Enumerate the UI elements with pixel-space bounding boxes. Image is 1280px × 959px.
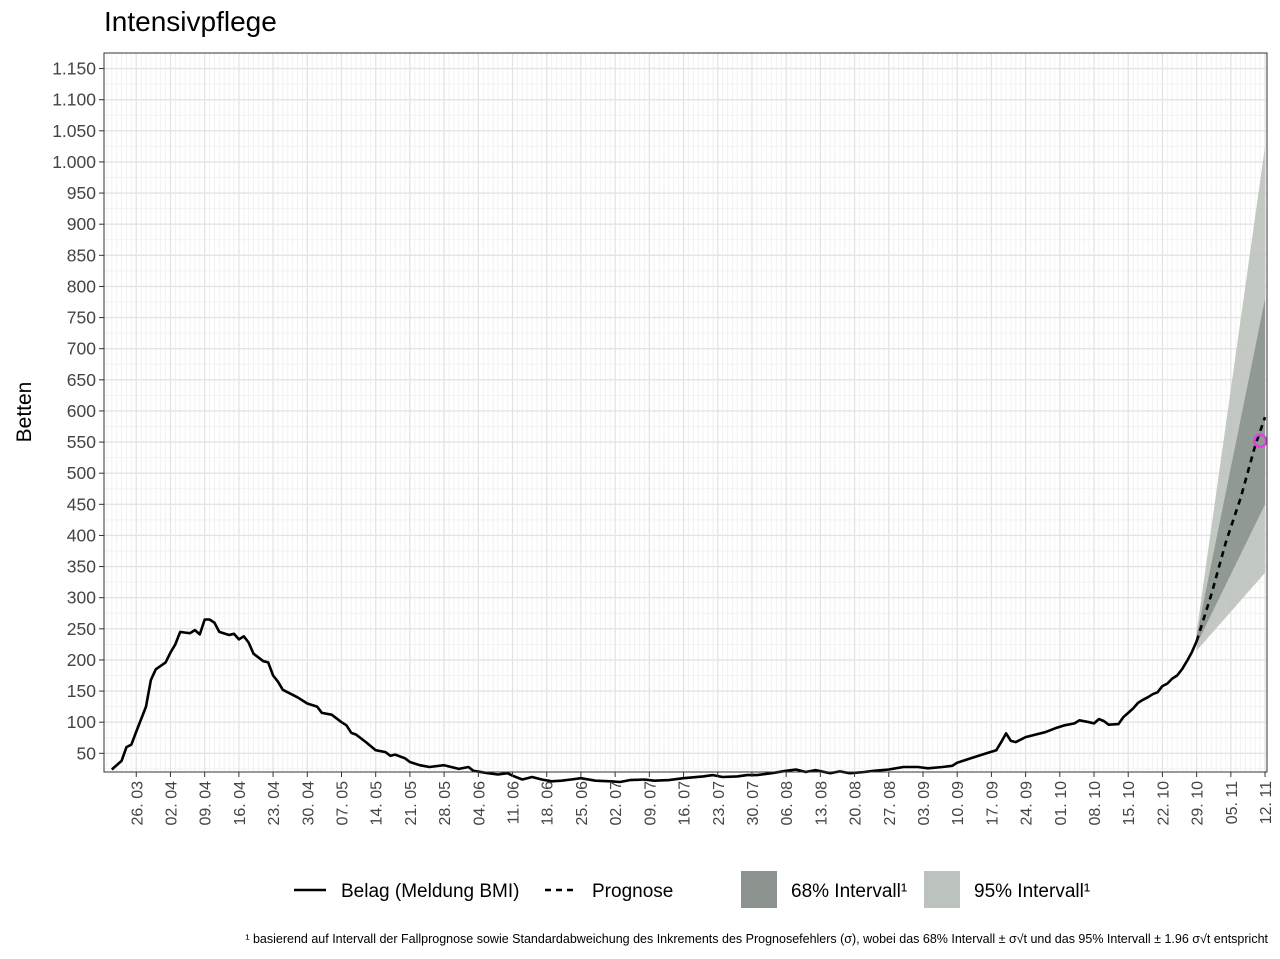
interval-bands	[1196, 146, 1266, 651]
x-tick-label: 07. 05	[334, 781, 351, 826]
marker-layer	[1252, 433, 1268, 449]
x-tick-label: 16. 07	[677, 781, 694, 826]
x-tick-label: 13. 08	[813, 781, 830, 826]
x-tick-label: 16. 04	[232, 781, 249, 826]
x-tick-label: 02. 04	[163, 781, 180, 826]
x-tick-label: 10. 09	[950, 781, 967, 826]
x-tick-label: 30. 07	[745, 781, 762, 826]
y-tick-label: 900	[67, 214, 96, 234]
x-tick-label: 20. 08	[848, 781, 865, 826]
x-axis: 26. 03 02. 04 09. 04 16. 04 23. 04 30. 04 07. …	[129, 772, 1275, 825]
x-tick-label: 09. 04	[198, 781, 215, 826]
y-tick-label: 1.150	[52, 59, 96, 79]
x-tick-label: 23. 07	[711, 781, 728, 826]
band-68-intervall-	[1196, 298, 1266, 645]
y-tick-label: 200	[67, 650, 96, 670]
y-tick-label: 600	[67, 401, 96, 421]
y-tick-label: 850	[67, 245, 96, 265]
y-tick-label: 450	[67, 494, 96, 514]
y-tick-label: 50	[77, 743, 97, 763]
y-tick-label: 250	[67, 619, 96, 639]
legend-key-68	[741, 871, 777, 908]
x-tick-label: 14. 05	[369, 781, 386, 826]
x-tick-label: 18. 06	[540, 781, 557, 826]
legend-key-95	[924, 871, 960, 908]
x-tick-label: 15. 10	[1121, 781, 1138, 826]
y-tick-label: 550	[67, 432, 96, 452]
y-axis: 50 100 150 200 250 300 350 400 450 500 550 600 650 70…	[52, 59, 104, 763]
y-tick-label: 800	[67, 276, 96, 296]
x-tick-label: 30. 04	[300, 781, 317, 826]
y-tick-label: 400	[67, 525, 96, 545]
chart-title: Intensivpflege	[104, 6, 277, 37]
y-tick-label: 500	[67, 463, 96, 483]
x-tick-label: 28. 05	[437, 781, 454, 826]
x-tick-label: 24. 09	[1019, 781, 1036, 826]
x-tick-label: 23. 04	[266, 781, 283, 826]
x-tick-label: 22. 10	[1155, 781, 1172, 826]
x-tick-label: 11. 06	[506, 781, 523, 824]
y-tick-label: 650	[67, 370, 96, 390]
series-lines	[110, 416, 1267, 784]
forecast-marker	[1252, 433, 1268, 449]
y-tick-label: 700	[67, 339, 96, 359]
y-tick-label: 1.050	[52, 121, 96, 141]
y-tick-label: 350	[67, 557, 96, 577]
y-tick-label: 1.000	[52, 152, 96, 172]
y-tick-label: 1.100	[52, 90, 96, 110]
legend-label-prognose: Prognose	[592, 881, 673, 902]
x-tick-label: 26. 03	[129, 781, 146, 826]
y-axis-label: Betten	[13, 382, 36, 443]
x-tick-label: 01. 10	[1053, 781, 1070, 826]
legend-label-belag: Belag (Meldung BMI)	[341, 881, 519, 902]
y-tick-label: 750	[67, 308, 96, 328]
x-tick-label: 21. 05	[403, 781, 420, 826]
x-tick-label: 04. 06	[471, 781, 488, 826]
y-tick-label: 100	[67, 712, 96, 732]
belag-line	[110, 618, 1198, 784]
legend-label-95: 95% Intervall¹	[974, 881, 1090, 902]
x-tick-label: 02. 07	[608, 781, 625, 826]
grid-layer	[104, 52, 1267, 772]
y-tick-label: 300	[67, 588, 96, 608]
prognose-line	[1195, 416, 1267, 642]
x-tick-label: 08. 10	[1087, 781, 1104, 826]
legend: Belag (Meldung BMI) Prognose 68% Intervall…	[294, 871, 1090, 908]
legend-label-68: 68% Intervall¹	[791, 881, 907, 902]
x-tick-label: 09. 07	[642, 781, 659, 826]
y-tick-label: 950	[67, 183, 96, 203]
y-tick-label: 150	[67, 681, 96, 701]
x-tick-label: 03. 09	[916, 781, 933, 826]
x-tick-label: 27. 08	[882, 781, 899, 826]
x-tick-label: 06. 08	[779, 781, 796, 826]
x-tick-label: 25. 06	[574, 781, 591, 826]
footnote: ¹ basierend auf Intervall der Fallprogno…	[245, 932, 1268, 946]
x-tick-label: 17. 09	[984, 781, 1001, 826]
plot-panel-border	[103, 52, 1268, 773]
x-tick-label: 12. 11	[1258, 781, 1275, 824]
x-tick-label: 29. 10	[1190, 781, 1207, 826]
x-tick-label: 05. 11	[1224, 781, 1241, 824]
